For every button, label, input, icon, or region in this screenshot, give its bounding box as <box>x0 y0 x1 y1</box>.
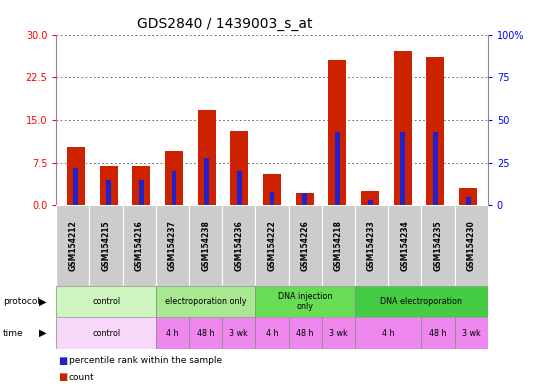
Text: GSM154237: GSM154237 <box>168 220 177 271</box>
Text: protocol: protocol <box>3 297 40 306</box>
Text: 3 wk: 3 wk <box>229 329 248 338</box>
Bar <box>189 205 222 286</box>
Bar <box>132 166 150 205</box>
Bar <box>427 57 444 205</box>
Bar <box>322 205 355 286</box>
Text: GSM154234: GSM154234 <box>400 220 410 271</box>
Bar <box>368 200 373 205</box>
Bar <box>90 205 123 286</box>
Bar <box>198 110 215 205</box>
Bar <box>156 286 256 317</box>
Text: 48 h: 48 h <box>429 329 446 338</box>
Text: GSM154222: GSM154222 <box>267 220 277 271</box>
Text: ▶: ▶ <box>39 328 46 338</box>
Text: 3 wk: 3 wk <box>462 329 481 338</box>
Bar <box>56 286 156 317</box>
Text: count: count <box>69 372 94 382</box>
Bar <box>156 317 189 349</box>
Bar <box>256 286 355 317</box>
Text: GSM154216: GSM154216 <box>135 220 144 271</box>
Bar <box>56 205 90 286</box>
Text: percentile rank within the sample: percentile rank within the sample <box>69 356 222 366</box>
Bar <box>302 194 307 205</box>
Text: 4 h: 4 h <box>166 329 178 338</box>
Text: GSM154238: GSM154238 <box>201 220 210 271</box>
Bar <box>421 317 455 349</box>
Bar <box>100 166 117 205</box>
Bar <box>455 317 488 349</box>
Text: control: control <box>92 329 120 338</box>
Bar <box>256 317 288 349</box>
Text: control: control <box>92 297 120 306</box>
Text: 3 wk: 3 wk <box>329 329 348 338</box>
Bar <box>433 132 438 205</box>
Text: 4 h: 4 h <box>382 329 394 338</box>
Bar <box>270 192 274 205</box>
Text: GDS2840 / 1439003_s_at: GDS2840 / 1439003_s_at <box>137 17 313 31</box>
Bar <box>73 168 78 205</box>
Bar <box>466 197 471 205</box>
Bar <box>67 147 85 205</box>
Text: GSM154215: GSM154215 <box>101 220 110 271</box>
Bar <box>388 205 421 286</box>
Bar <box>204 157 209 205</box>
Text: 48 h: 48 h <box>197 329 214 338</box>
Bar <box>355 286 488 317</box>
Bar <box>222 317 256 349</box>
Bar <box>335 132 340 205</box>
Text: GSM154218: GSM154218 <box>334 220 343 271</box>
Text: electroporation only: electroporation only <box>165 297 247 306</box>
Bar <box>165 151 183 205</box>
Bar <box>361 191 379 205</box>
Text: GSM154233: GSM154233 <box>367 220 376 271</box>
Bar <box>322 317 355 349</box>
Text: GSM154236: GSM154236 <box>234 220 243 271</box>
Bar <box>56 317 156 349</box>
Bar <box>106 180 111 205</box>
Bar <box>355 317 421 349</box>
Bar <box>329 60 346 205</box>
Bar <box>288 205 322 286</box>
Text: GSM154212: GSM154212 <box>69 220 77 271</box>
Bar <box>355 205 388 286</box>
Text: DNA injection
only: DNA injection only <box>278 292 332 311</box>
Bar <box>230 131 248 205</box>
Bar <box>123 205 156 286</box>
Text: GSM154235: GSM154235 <box>434 220 443 271</box>
Bar <box>400 132 405 205</box>
Bar <box>156 205 189 286</box>
Text: GSM154226: GSM154226 <box>301 220 310 271</box>
Bar <box>459 189 477 205</box>
Bar <box>139 180 144 205</box>
Text: ■: ■ <box>58 372 67 382</box>
Text: 4 h: 4 h <box>266 329 278 338</box>
Text: time: time <box>3 329 23 338</box>
Text: DNA electroporation: DNA electroporation <box>381 297 463 306</box>
Text: ▶: ▶ <box>39 296 46 306</box>
Bar <box>172 171 176 205</box>
Bar <box>421 205 455 286</box>
Bar <box>288 317 322 349</box>
Bar <box>263 174 281 205</box>
Bar <box>222 205 256 286</box>
Bar <box>256 205 288 286</box>
Bar <box>296 193 314 205</box>
Text: GSM154230: GSM154230 <box>467 220 475 271</box>
Bar <box>189 317 222 349</box>
Bar <box>394 51 412 205</box>
Bar <box>455 205 488 286</box>
Bar <box>237 171 242 205</box>
Text: 48 h: 48 h <box>296 329 314 338</box>
Text: ■: ■ <box>58 356 67 366</box>
